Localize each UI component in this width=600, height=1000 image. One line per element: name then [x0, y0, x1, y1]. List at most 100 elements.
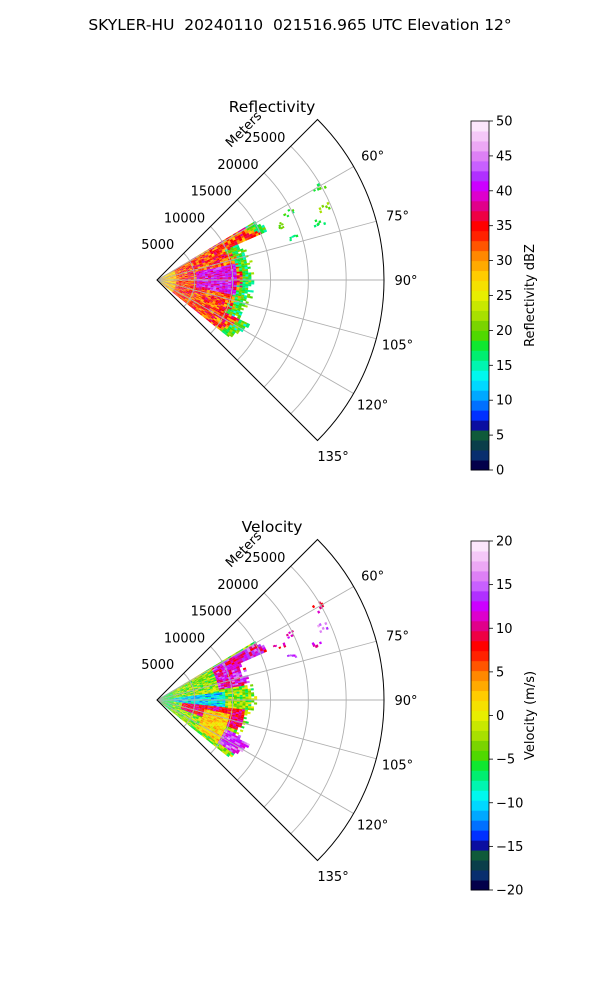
colorbar-segment	[471, 780, 489, 791]
colorbar-segment	[471, 390, 489, 401]
colorbar-segment	[471, 310, 489, 321]
colorbar-segment	[471, 700, 489, 712]
colorbar-segment	[471, 150, 489, 162]
panel-title: Reflectivity	[229, 98, 316, 116]
colorbar-tick-label: 5	[496, 429, 504, 444]
colorbar-segment	[471, 790, 489, 801]
colorbar-tick-label: 0	[496, 464, 504, 479]
velocity-panel: Velocity 60° 75° 90° 105° 120° 135° 5000 10000 15…	[141, 518, 538, 899]
range-tick-label: 25000	[244, 551, 285, 566]
colorbar-segment	[471, 580, 489, 592]
colorbar-segment	[471, 270, 489, 282]
colorbar-segment	[471, 280, 489, 292]
colorbar-segment	[471, 620, 489, 632]
colorbar-segment	[471, 630, 489, 642]
colorbar-segment	[471, 350, 489, 361]
colorbar: 0 5 10 15 20 25 30 35 40 45 50 Reflectivity dBZ	[470, 115, 538, 479]
colorbar-tick-label: 20	[496, 324, 513, 339]
colorbar-tick-label: 30	[496, 254, 513, 269]
colorbar-tick-label: 15	[496, 578, 513, 593]
range-tick-label: 5000	[141, 238, 174, 253]
colorbar-segment	[471, 860, 489, 871]
colorbar-segment	[471, 180, 489, 192]
colorbar-segment	[471, 360, 489, 371]
colorbar-segment	[471, 600, 489, 612]
azimuth-tick-label: 90°	[394, 694, 417, 709]
range-tick-label: 10000	[164, 211, 205, 226]
colorbar-segment	[471, 290, 489, 301]
colorbar-segment	[471, 210, 489, 222]
azimuth-tick-label: 135°	[317, 870, 348, 885]
panel-title: Velocity	[242, 518, 303, 536]
colorbar-tick-label: 35	[496, 219, 513, 234]
azimuth-gridline	[156, 586, 354, 701]
azimuth-gridline	[156, 279, 354, 394]
colorbar: −20 −15 −10 −5 0 5 10 15 20 Velocity (m/s)	[470, 535, 538, 899]
azimuth-tick-label: 120°	[357, 399, 388, 414]
colorbar-segment	[471, 170, 489, 182]
azimuth-gridline	[156, 220, 377, 281]
colorbar-segment	[471, 670, 489, 682]
colorbar-segment	[471, 440, 489, 451]
azimuth-tick-label: 135°	[317, 450, 348, 465]
colorbar-tick-label: 10	[496, 394, 513, 409]
range-tick-label: 20000	[217, 158, 258, 173]
colorbar-tick-label: 50	[496, 115, 513, 130]
colorbar-segment	[471, 740, 489, 751]
colorbar-segment	[471, 250, 489, 262]
azimuth-tick-label: 90°	[394, 274, 417, 289]
azimuth-tick-label: 105°	[382, 338, 413, 353]
sector-outline	[156, 538, 385, 862]
colorbar-segment	[471, 300, 489, 311]
colorbar-segment	[471, 770, 489, 781]
colorbar-segment	[471, 590, 489, 602]
azimuth-tick-label: 75°	[386, 630, 409, 645]
colorbar-segment	[471, 650, 489, 662]
colorbar-segment	[471, 830, 489, 841]
colorbar-tick-label: −20	[496, 884, 523, 899]
colorbar-segment	[471, 570, 489, 582]
colorbar-tick-label: −15	[496, 840, 523, 855]
colorbar-segment	[471, 121, 489, 132]
colorbar-segment	[471, 550, 489, 562]
colorbar-segment	[471, 160, 489, 172]
azimuth-gridline	[156, 699, 377, 760]
colorbar-segment	[471, 380, 489, 391]
azimuth-tick-label: 105°	[382, 758, 413, 773]
colorbar-tick-label: 20	[496, 535, 513, 550]
colorbar-segment	[471, 610, 489, 622]
colorbar-segment	[471, 870, 489, 881]
azimuth-tick-label: 120°	[357, 819, 388, 834]
colorbar-label: Reflectivity dBZ	[523, 244, 538, 347]
azimuth-gridline	[156, 640, 377, 701]
colorbar-segment	[471, 240, 489, 252]
azimuth-tick-label: 60°	[361, 150, 384, 165]
azimuth-gridline	[156, 166, 354, 281]
range-tick-label: 10000	[164, 631, 205, 646]
colorbar-segment	[471, 820, 489, 831]
colorbar-segment	[471, 340, 489, 351]
colorbar-segment	[471, 560, 489, 572]
colorbar-tick-label: −5	[496, 753, 515, 768]
colorbar-segment	[471, 710, 489, 721]
reflectivity-panel: Reflectivity60°75°90°105°120°135°5000100…	[141, 98, 538, 479]
colorbar-segment	[471, 420, 489, 431]
colorbar-tick-label: 40	[496, 184, 513, 199]
colorbar-segment	[471, 850, 489, 861]
colorbar-tick-label: 10	[496, 622, 513, 637]
colorbar-segment	[471, 730, 489, 741]
colorbar-segment	[471, 640, 489, 652]
colorbar-tick-label: 25	[496, 289, 513, 304]
colorbar-segment	[471, 541, 489, 552]
colorbar-tick-label: 0	[496, 709, 504, 724]
colorbar-segment	[471, 130, 489, 142]
colorbar-segment	[471, 460, 489, 471]
colorbar-segment	[471, 190, 489, 202]
colorbar-tick-label: 45	[496, 149, 513, 164]
sector-outline	[156, 118, 385, 442]
colorbar-segment	[471, 320, 489, 331]
colorbar-segment	[471, 750, 489, 761]
range-tick-label: 15000	[191, 185, 232, 200]
colorbar-tick-label: 5	[496, 665, 504, 680]
